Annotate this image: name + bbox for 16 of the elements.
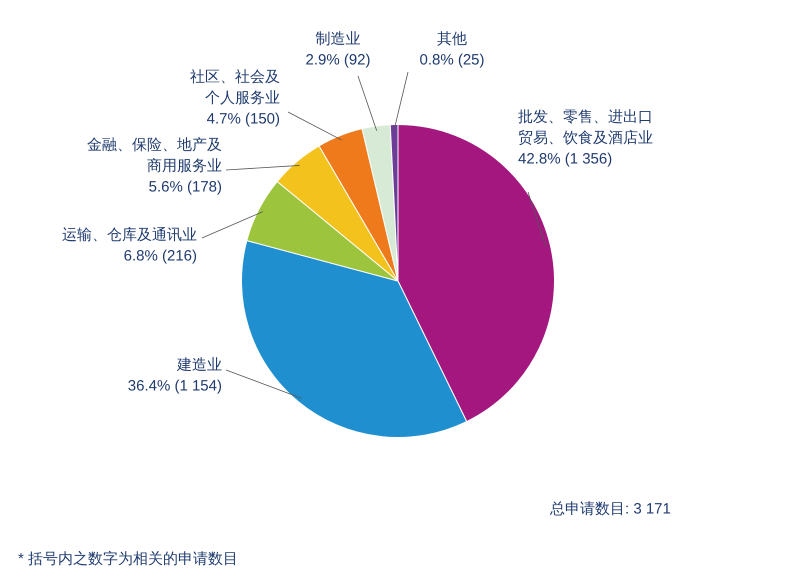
text: 总申请数目: 3 171	[549, 500, 671, 518]
data-label: 0.8% (25)	[419, 52, 485, 69]
slice-label: 社区、社会及个人服务业	[190, 68, 280, 107]
data-label: 36.4% (1 154)	[128, 378, 222, 395]
slice-label: 其他	[437, 30, 467, 48]
data-label: 2.9% (92)	[305, 52, 371, 69]
data-label: 6.8% (216)	[124, 248, 198, 265]
slice-label: 制造业	[316, 30, 360, 48]
slice-label: 金融、保险、地产及商用服务业	[87, 136, 222, 175]
slice-label: 建造业	[176, 356, 222, 374]
text: * 括号内之数字为相关的申请数目	[18, 550, 238, 568]
data-label: 4.7% (150)	[206, 110, 280, 128]
data-label: 42.8% (1 356)	[518, 150, 612, 168]
slice-label: 批发、零售、进出口贸易、饮食及酒店业	[518, 108, 653, 147]
slice-label: 运输、仓库及通讯业	[62, 226, 197, 244]
data-label: 5.6% (178)	[148, 178, 222, 196]
